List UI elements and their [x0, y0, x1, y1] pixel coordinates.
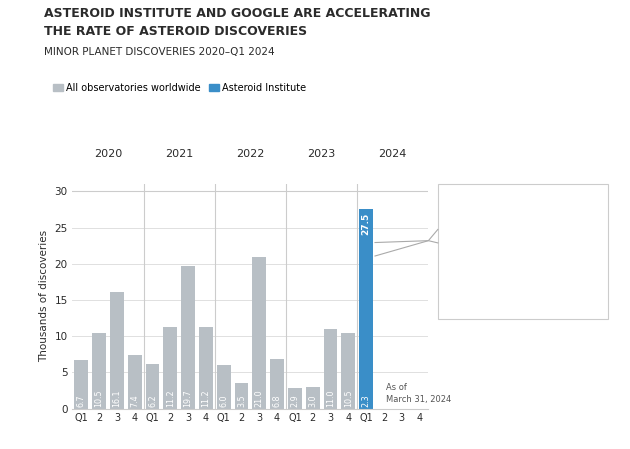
Bar [217, 365, 231, 409]
Text: 11.2: 11.2 [202, 389, 210, 407]
Text: THE RATE OF ASTEROID DISCOVERIES: THE RATE OF ASTEROID DISCOVERIES [44, 25, 307, 38]
Bar [253, 256, 266, 409]
Text: 10.5: 10.5 [94, 389, 104, 407]
Text: 19.7: 19.7 [183, 389, 193, 407]
Bar [128, 355, 142, 409]
Text: 2020: 2020 [94, 150, 122, 159]
Text: 16.1: 16.1 [112, 389, 122, 407]
Text: ASTEROID INSTITUTE AND GOOGLE ARE ACCELERATING: ASTEROID INSTITUTE AND GOOGLE ARE ACCELE… [44, 7, 430, 20]
Bar [146, 364, 159, 409]
Text: 7.4: 7.4 [130, 394, 139, 407]
Bar [163, 327, 177, 409]
Bar [288, 387, 302, 409]
Bar [199, 327, 213, 409]
Text: 27.5: 27.5 [362, 212, 370, 234]
Text: 3.5: 3.5 [237, 394, 246, 407]
Bar [234, 383, 248, 409]
Bar [92, 333, 106, 409]
Text: 11.0: 11.0 [326, 389, 335, 407]
Text: 3.0: 3.0 [308, 394, 318, 407]
Text: 2021: 2021 [165, 150, 193, 159]
Legend: All observatories worldwide, Asteroid Institute: All observatories worldwide, Asteroid In… [49, 79, 311, 97]
Bar [110, 292, 124, 409]
Text: 6.7: 6.7 [77, 394, 86, 407]
Text: As of
March 31, 2024: As of March 31, 2024 [386, 383, 451, 404]
Text: 2024: 2024 [379, 150, 407, 159]
Text: 2.3: 2.3 [362, 394, 370, 407]
Text: ~100: ~100 [474, 238, 571, 271]
Bar [341, 333, 355, 409]
Text: 21.0: 21.0 [255, 389, 264, 407]
Bar [359, 209, 373, 409]
Text: 11.2: 11.2 [166, 389, 175, 407]
Text: 6.8: 6.8 [273, 394, 282, 407]
Text: 10.5: 10.5 [344, 389, 353, 407]
Bar [181, 266, 195, 409]
Text: 2.9: 2.9 [290, 394, 299, 407]
Text: Including: Including [497, 202, 549, 212]
Bar [270, 359, 284, 409]
Text: 6.0: 6.0 [219, 394, 228, 407]
Text: Near-Earth
Asteroids: Near-Earth Asteroids [489, 284, 557, 308]
Text: MINOR PLANET DISCOVERIES 2020–Q1 2024: MINOR PLANET DISCOVERIES 2020–Q1 2024 [44, 47, 275, 57]
Bar [74, 360, 88, 409]
Bar [306, 387, 319, 409]
Text: 6.2: 6.2 [148, 394, 157, 407]
Text: 2023: 2023 [307, 150, 336, 159]
Y-axis label: Thousands of discoveries: Thousands of discoveries [39, 230, 49, 362]
Bar [324, 329, 338, 409]
Text: 2022: 2022 [236, 150, 265, 159]
